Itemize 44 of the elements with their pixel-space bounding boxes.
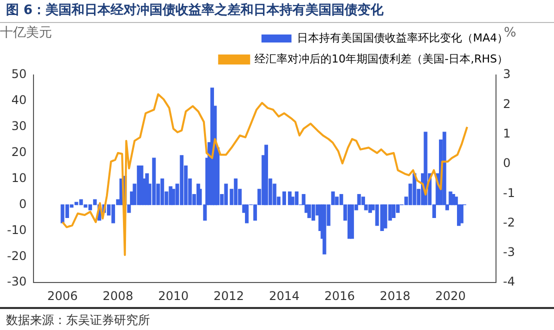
bar xyxy=(322,204,326,254)
y-tick-label: 30 xyxy=(11,119,27,134)
y2-tick-label: -4 xyxy=(503,274,516,289)
y-tick-label: -20 xyxy=(6,248,27,263)
y2-tick-label: -2 xyxy=(503,215,516,230)
bar xyxy=(307,204,311,218)
bar xyxy=(350,204,354,239)
y-tick-label: 20 xyxy=(11,144,27,159)
x-tick-label: 2016 xyxy=(324,288,355,303)
source-note: 数据来源：东吴证券研究所 xyxy=(6,313,150,327)
y2-tick-label: 1 xyxy=(503,126,511,140)
y2-tick-label: -3 xyxy=(503,245,516,260)
bar xyxy=(180,155,184,206)
y-tick-label: 50 xyxy=(11,67,27,82)
bar xyxy=(234,178,238,206)
y2-tick-label: 0 xyxy=(503,156,511,170)
x-tick-label: 2008 xyxy=(102,288,134,303)
bar xyxy=(412,173,416,206)
y2-tick-label: 3 xyxy=(503,67,511,82)
x-tick-label: 2012 xyxy=(214,288,244,303)
bar xyxy=(392,204,396,218)
y2-tick-label: -1 xyxy=(503,186,516,200)
bar xyxy=(282,191,286,206)
y-tick-label: -30 xyxy=(6,274,27,289)
x-tick-label: 2006 xyxy=(47,288,78,303)
bar xyxy=(244,204,249,224)
chart-title: 图 6：美国和日本经对冲国债收益率之差和日本持有美国国债变化 xyxy=(0,0,554,23)
y2-tick-label: 2 xyxy=(503,96,511,111)
x-tick-label: 2020 xyxy=(435,288,466,303)
legend-label: 经汇率对冲后的10年期国债利差（美国-日本,RHS） xyxy=(254,52,508,66)
y2-axis-title: % xyxy=(504,25,516,40)
y-tick-label: 10 xyxy=(11,170,27,185)
y-tick-label: 40 xyxy=(11,93,27,108)
x-tick-label: 2018 xyxy=(380,288,410,303)
bar xyxy=(264,144,268,206)
bar xyxy=(311,204,316,221)
y-tick-label: 0 xyxy=(18,196,27,211)
y-tick-label: -10 xyxy=(6,222,27,237)
x-tick-label: 2014 xyxy=(268,288,300,303)
x-tick-label: 2010 xyxy=(158,288,189,303)
bar xyxy=(160,178,164,206)
y-axis-title: 十亿美元 xyxy=(0,24,52,40)
bar xyxy=(294,191,299,206)
bar xyxy=(460,204,464,224)
